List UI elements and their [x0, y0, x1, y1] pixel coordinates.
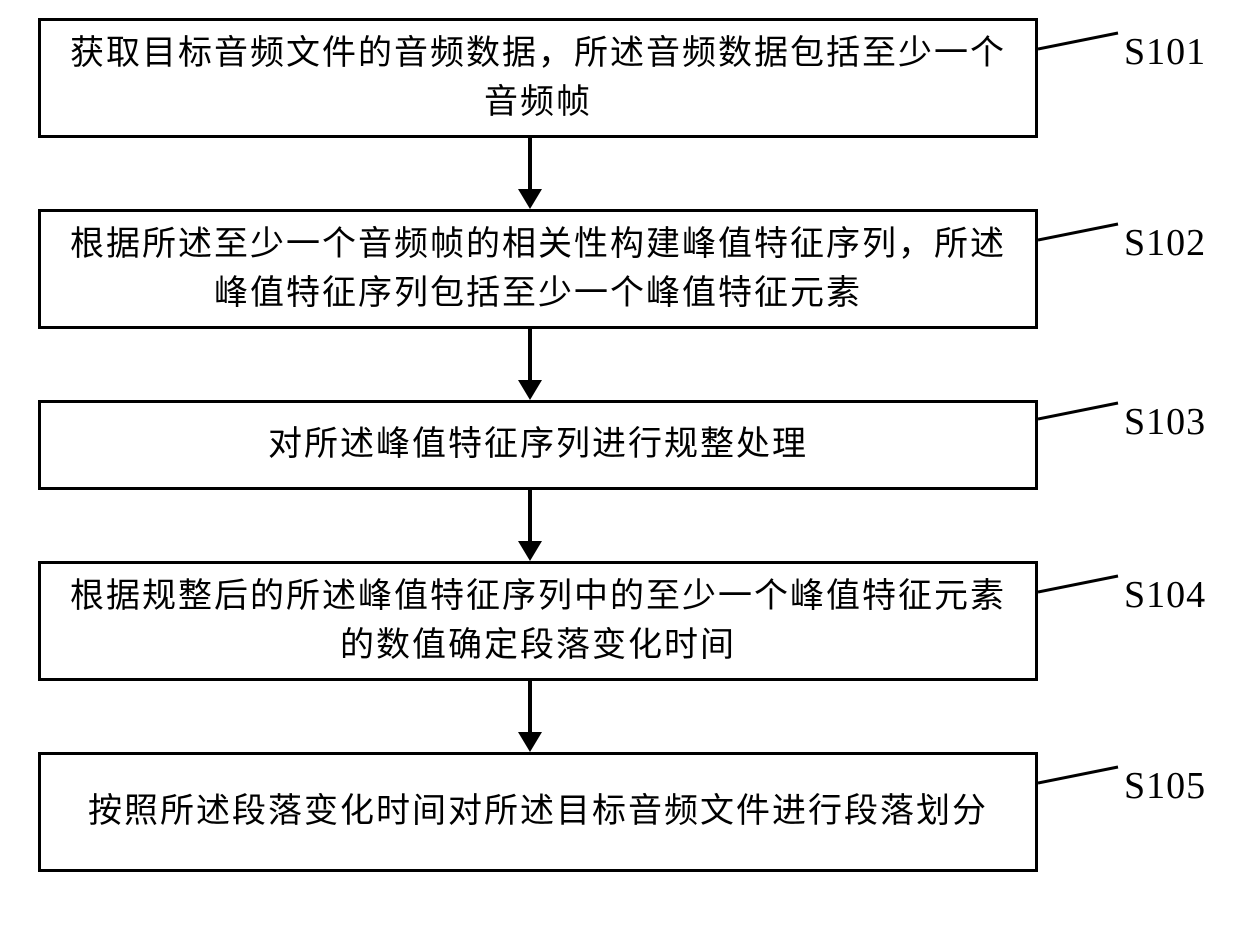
step-s105: 按照所述段落变化时间对所述目标音频文件进行段落划分 — [38, 752, 1038, 872]
step-s104: 根据规整后的所述峰值特征序列中的至少一个峰值特征元素的数值确定段落变化时间 — [38, 561, 1038, 681]
arrow-4 — [518, 732, 542, 752]
label-connector-1 — [1038, 28, 1124, 54]
label-s103: S103 — [1124, 400, 1206, 444]
label-connector-3 — [1038, 398, 1124, 424]
label-s102: S102 — [1124, 221, 1206, 265]
flowchart-container: 获取目标音频文件的音频数据，所述音频数据包括至少一个音频帧 S101 根据所述至… — [0, 0, 1240, 939]
label-s101: S101 — [1124, 30, 1206, 74]
label-s104: S104 — [1124, 573, 1206, 617]
step-s102-text: 根据所述至少一个音频帧的相关性构建峰值特征序列，所述峰值特征序列包括至少一个峰值… — [41, 212, 1035, 327]
step-s105-text: 按照所述段落变化时间对所述目标音频文件进行段落划分 — [68, 779, 1008, 844]
step-s101-text: 获取目标音频文件的音频数据，所述音频数据包括至少一个音频帧 — [41, 21, 1035, 136]
label-connector-2 — [1038, 219, 1124, 245]
arrow-1 — [518, 189, 542, 209]
label-s105: S105 — [1124, 764, 1206, 808]
edge-3 — [528, 490, 532, 541]
arrow-3 — [518, 541, 542, 561]
arrow-2 — [518, 380, 542, 400]
step-s103-text: 对所述峰值特征序列进行规整处理 — [248, 412, 828, 477]
step-s102: 根据所述至少一个音频帧的相关性构建峰值特征序列，所述峰值特征序列包括至少一个峰值… — [38, 209, 1038, 329]
step-s101: 获取目标音频文件的音频数据，所述音频数据包括至少一个音频帧 — [38, 18, 1038, 138]
edge-4 — [528, 681, 532, 732]
edge-2 — [528, 329, 532, 380]
edge-1 — [528, 138, 532, 189]
label-connector-4 — [1038, 571, 1124, 597]
label-connector-5 — [1038, 762, 1124, 788]
step-s104-text: 根据规整后的所述峰值特征序列中的至少一个峰值特征元素的数值确定段落变化时间 — [41, 564, 1035, 679]
step-s103: 对所述峰值特征序列进行规整处理 — [38, 400, 1038, 490]
